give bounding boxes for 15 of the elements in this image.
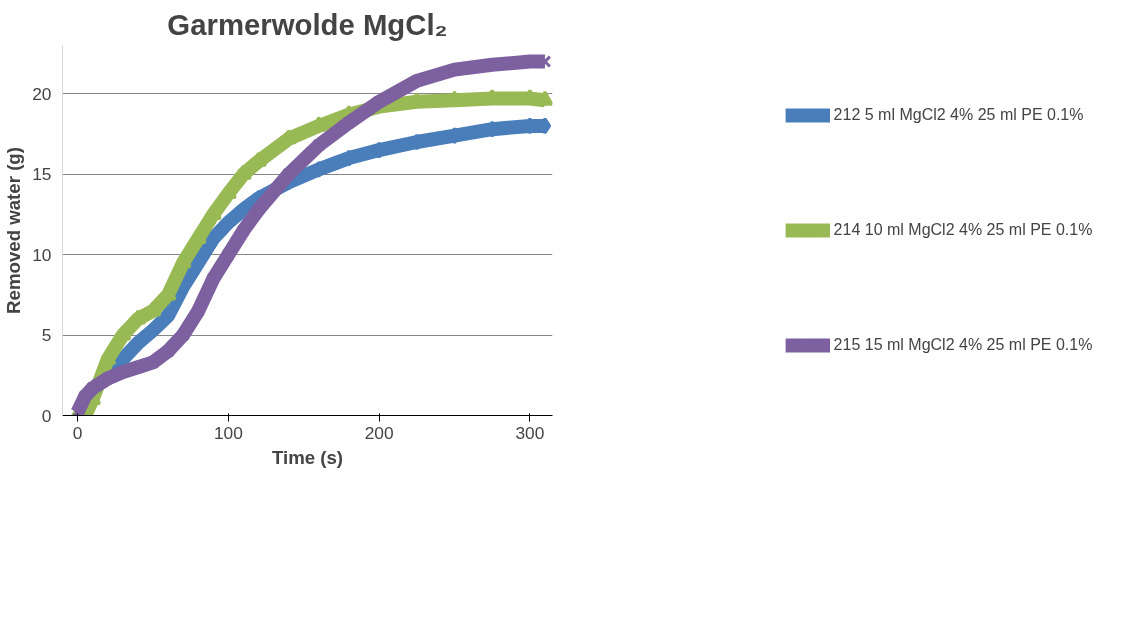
y-tick-label: 15 [32, 164, 52, 185]
chart-title: Garmerwolde MgCl₂ [167, 7, 448, 41]
x-tick-label: 100 [213, 422, 243, 443]
y-tick-label: 5 [41, 325, 52, 346]
y-tick-label: 0 [41, 405, 52, 426]
x-tick-label: 0 [72, 422, 83, 443]
legend-label: 212 5 ml MgCl2 4% 25 ml PE 0.1% [833, 106, 1084, 124]
y-axis-title: Removed water (g) [3, 147, 25, 314]
y-tick-label: 20 [32, 83, 52, 104]
legend-label: 214 10 ml MgCl2 4% 25 ml PE 0.1% [833, 221, 1093, 239]
y-tick-label: 10 [32, 244, 52, 265]
legend-label: 215 15 ml MgCl2 4% 25 ml PE 0.1% [833, 336, 1093, 354]
x-axis-title: Time (s) [271, 446, 344, 468]
x-tick-label: 300 [515, 422, 545, 443]
x-tick-label: 200 [364, 422, 394, 443]
